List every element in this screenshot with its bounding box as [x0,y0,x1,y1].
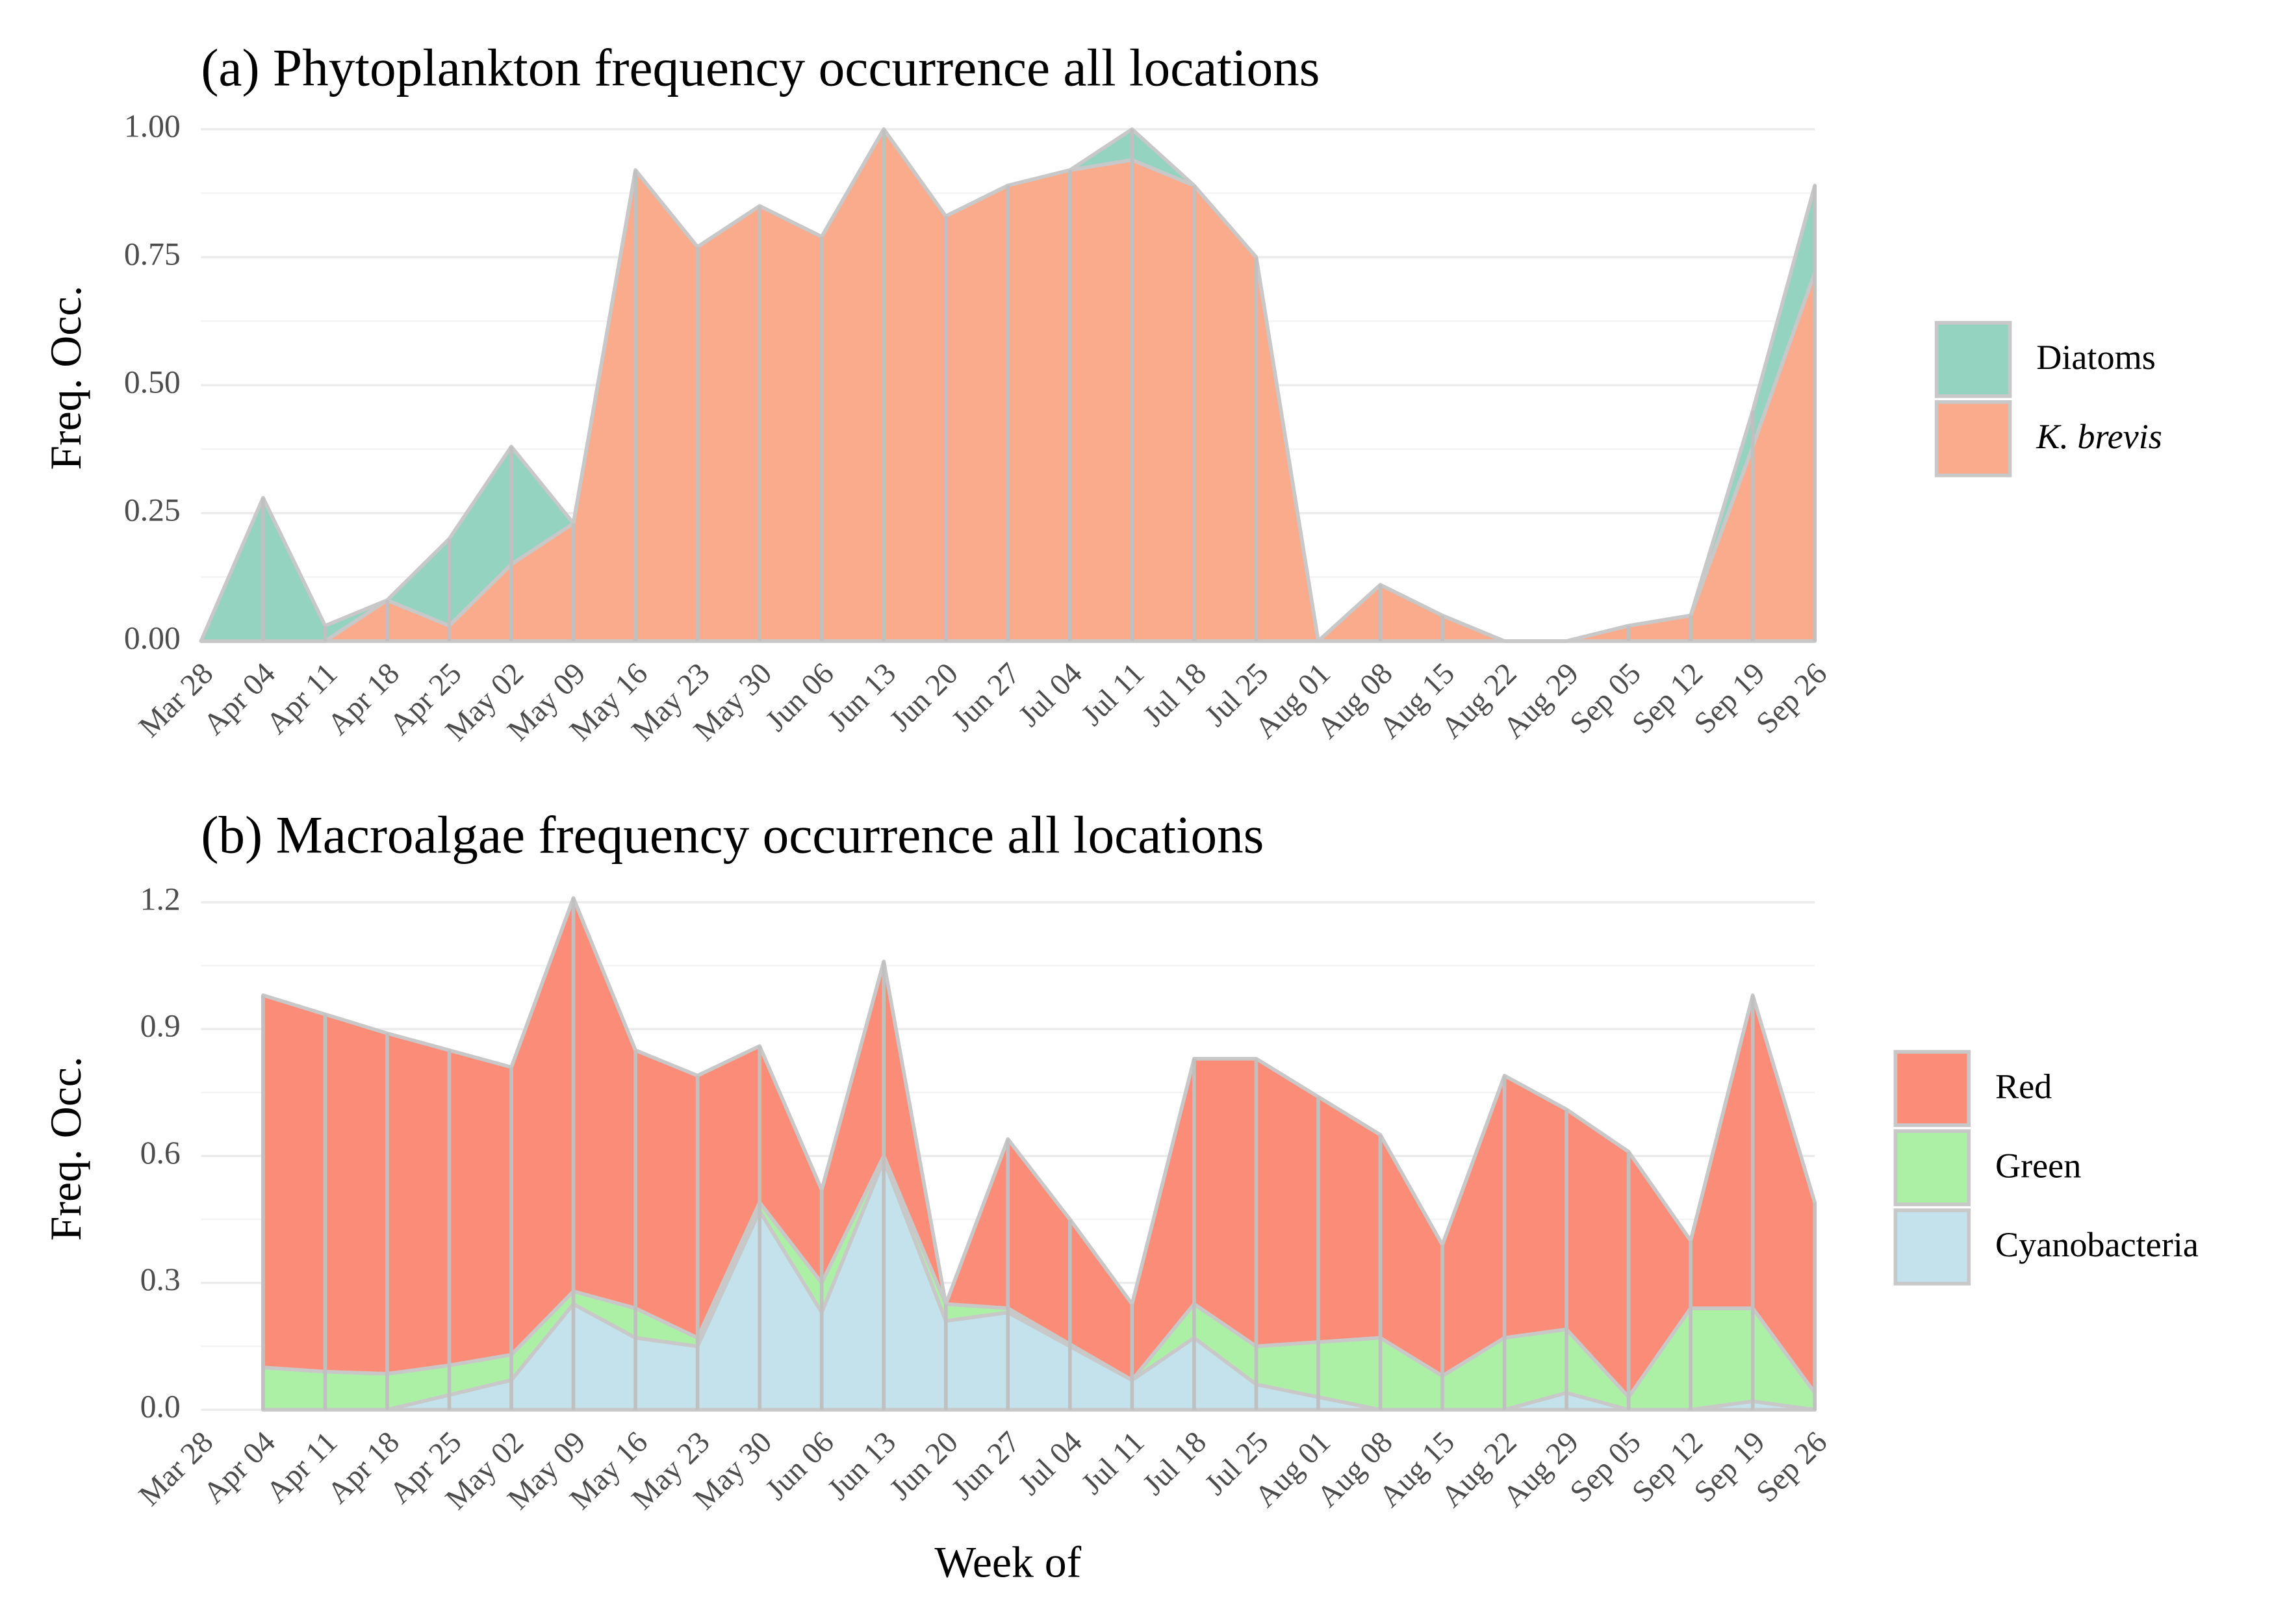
legend-label: Green [1995,1146,2081,1185]
x-tick-label: Jul 18 [1136,657,1213,733]
area [261,896,1817,1399]
legend-label: Red [1995,1067,2052,1106]
x-tick-label: Jul 04 [1012,657,1089,733]
legend-label: Cyanobacteria [1995,1225,2199,1264]
x-tick-label: Sep 19 [1688,1425,1772,1509]
x-tick-label: Jun 27 [945,657,1027,738]
x-tick-label: Jun 06 [759,1425,840,1506]
x-tick-label: Jun 06 [759,657,840,738]
y-tick-label: 1.00 [124,108,181,144]
x-tick-label: Apr 04 [197,1425,282,1510]
x-tick-label: Jun 13 [821,657,902,738]
y-tick-label: 0.00 [124,620,181,655]
y-tick-label: 0.3 [140,1262,181,1297]
legend-key [1893,1208,1971,1286]
y-axis-label: Freq. Occ. [42,1056,90,1241]
x-tick-label: Jun 20 [884,657,965,738]
y-tick-label: 1.2 [140,881,181,917]
legend-label: K. brevis [2036,417,2162,456]
x-tick-label: Apr 18 [321,657,406,742]
x-tick-label: Sep 05 [1564,657,1648,741]
y-tick-label: 0.25 [124,492,181,527]
legend-key [1893,1050,1971,1127]
x-tick-label: Sep 26 [1750,657,1833,741]
y-axis-label: Freq. Occ. [42,286,90,470]
x-tick-label: Sep 26 [1750,1425,1833,1509]
x-tick-label: Sep 05 [1564,1425,1648,1509]
x-tick-label: Jun 20 [884,1425,965,1506]
x-tick-label: Jul 18 [1136,1425,1213,1502]
y-tick-label: 0.6 [140,1135,181,1171]
x-tick-label: Jun 27 [945,1425,1027,1506]
x-tick-label: Jun 13 [821,1425,902,1506]
x-tick-label: Mar 28 [133,657,220,744]
y-tick-label: 0.50 [124,364,181,400]
legend-label: Diatoms [2036,338,2156,377]
x-tick-label: Apr 18 [321,1425,406,1510]
x-tick-label: Sep 12 [1626,1425,1709,1509]
x-tick-label: Apr 04 [197,657,282,742]
x-tick-label: Sep 19 [1688,657,1772,741]
y-tick-label: 0.0 [140,1389,181,1425]
legend-key [1934,400,2012,477]
x-tick-label: Jul 11 [1075,1425,1151,1501]
x-axis-label: Week of [934,1538,1081,1586]
chart-title: (a) Phytoplankton frequency occurrence a… [201,39,1320,97]
x-tick-label: Jul 04 [1012,1425,1089,1502]
y-tick-label: 0.9 [140,1008,181,1044]
chart-title: (b) Macroalgae frequency occurrence all … [201,806,1264,865]
x-tick-label: Jul 11 [1075,657,1151,733]
y-tick-label: 0.75 [124,236,181,272]
x-tick-label: Sep 12 [1626,657,1709,741]
legend-key [1893,1129,1971,1206]
x-tick-label: Mar 28 [133,1425,220,1513]
legend-key [1934,321,2012,398]
